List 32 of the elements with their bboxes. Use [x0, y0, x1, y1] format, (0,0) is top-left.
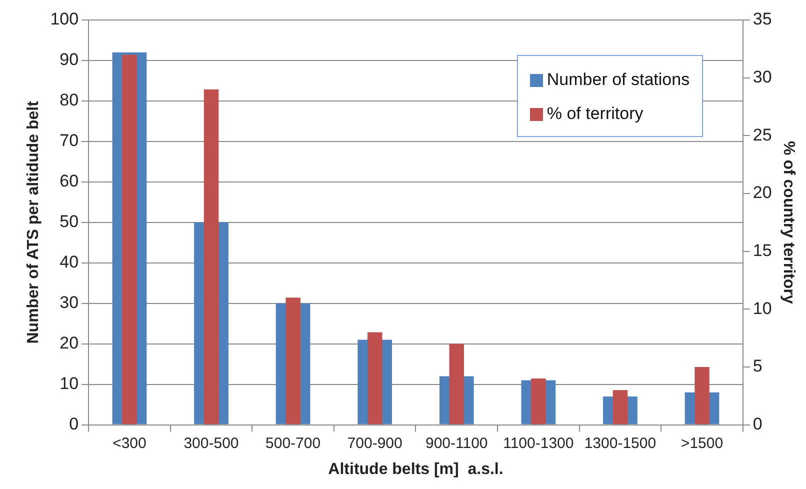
x-tick-label: 900-1100 [425, 434, 488, 452]
y2-tick-label: 15 [752, 241, 772, 260]
legend-label: Number of stations [546, 70, 690, 90]
x-tick-label: 500-700 [266, 434, 321, 452]
y2-tick-label: 20 [752, 183, 772, 202]
x-tick-label: 1300-1500 [584, 434, 656, 452]
x-axis-title: Altitude belts [m] a.s.l. [328, 460, 504, 478]
y-tick-label: 100 [50, 10, 79, 29]
x-tick-label: >1500 [680, 434, 724, 452]
y2-tick-label: 25 [752, 125, 772, 144]
x-tick-label: 700-900 [347, 434, 402, 452]
y-tick-label: 40 [60, 252, 79, 272]
y-tick-label: 90 [60, 50, 79, 70]
y2-tick-label: 35 [752, 10, 772, 29]
y-axis-title: Number of ATS per altidude belt [25, 100, 42, 344]
y2-tick-label: 10 [752, 298, 772, 318]
x-tick-label: 300-500 [184, 434, 239, 452]
y-tick-label: 70 [60, 131, 79, 150]
y-tick-label: 30 [60, 293, 79, 312]
y2-tick-label: 30 [752, 68, 772, 87]
y-tick-label: 0 [69, 414, 79, 434]
y2-axis-title: % of country territory [780, 141, 797, 304]
y2-tick-label: 5 [752, 356, 762, 376]
y-tick-label: 80 [60, 90, 79, 110]
y-tick-label: 10 [60, 374, 79, 394]
x-tick-label: 1100-1300 [503, 434, 574, 452]
y-tick-label: 60 [60, 172, 79, 191]
y-tick-label: 20 [60, 334, 79, 353]
y2-tick-label: 0 [752, 414, 762, 434]
legend-label: % of territory [546, 104, 644, 124]
y-tick-label: 50 [60, 212, 79, 232]
x-tick-label: <300 [112, 434, 146, 452]
